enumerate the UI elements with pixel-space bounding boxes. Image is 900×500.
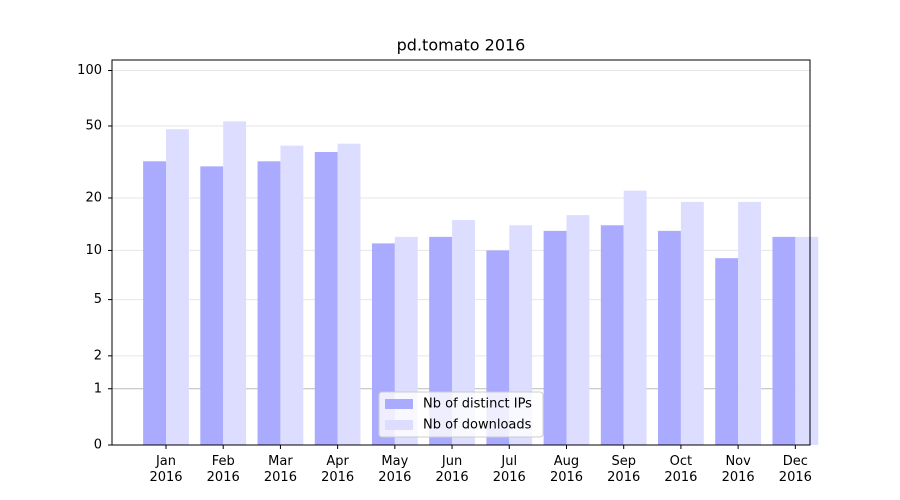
bar bbox=[795, 236, 819, 445]
x-tick-label: Aug 2016 bbox=[550, 454, 583, 485]
x-tick-label: Jul 2016 bbox=[493, 454, 526, 485]
x-tick-label: Mar 2016 bbox=[264, 454, 297, 485]
legend-swatch bbox=[385, 399, 413, 409]
x-tick-label: Jan 2016 bbox=[149, 454, 182, 485]
legend-label: Nb of distinct IPs bbox=[423, 397, 532, 412]
bar bbox=[600, 225, 624, 445]
bar bbox=[337, 143, 361, 446]
x-tick-label: Sep 2016 bbox=[607, 454, 640, 485]
bar bbox=[314, 152, 338, 445]
bar bbox=[223, 121, 247, 445]
x-tick-label: Feb 2016 bbox=[207, 454, 240, 485]
chart-title: pd.tomato 2016 bbox=[397, 36, 526, 55]
y-tick-label: 0 bbox=[94, 438, 102, 453]
bar bbox=[543, 230, 567, 445]
x-tick-label: May 2016 bbox=[378, 454, 411, 485]
y-tick-label: 100 bbox=[77, 63, 102, 78]
x-tick-label: Oct 2016 bbox=[664, 454, 697, 485]
x-tick-label: Nov 2016 bbox=[722, 454, 755, 485]
bar bbox=[143, 161, 166, 445]
y-tick-label: 50 bbox=[85, 118, 102, 133]
bar bbox=[623, 190, 647, 445]
bar bbox=[566, 215, 590, 445]
bar bbox=[257, 161, 281, 445]
bar bbox=[715, 258, 739, 445]
bar bbox=[166, 129, 189, 445]
bar bbox=[200, 166, 224, 445]
plot-frame bbox=[111, 59, 811, 446]
y-tick-label: 20 bbox=[85, 190, 102, 205]
bar bbox=[509, 225, 533, 445]
legend-label: Nb of downloads bbox=[423, 418, 532, 433]
bar bbox=[452, 220, 475, 445]
bar bbox=[658, 230, 681, 445]
y-tick-label: 1 bbox=[94, 381, 102, 396]
legend-box bbox=[378, 391, 544, 438]
bar bbox=[280, 145, 304, 446]
y-tick-label: 2 bbox=[94, 348, 102, 363]
legend-swatch bbox=[385, 420, 413, 430]
x-tick-label: Apr 2016 bbox=[321, 454, 354, 485]
bar bbox=[680, 201, 704, 445]
x-tick-label: Dec 2016 bbox=[779, 454, 812, 485]
y-tick-label: 10 bbox=[85, 243, 102, 258]
bar bbox=[738, 201, 762, 445]
y-tick-label: 5 bbox=[94, 292, 102, 307]
bar bbox=[772, 236, 796, 445]
x-tick-label: Jun 2016 bbox=[436, 454, 469, 485]
